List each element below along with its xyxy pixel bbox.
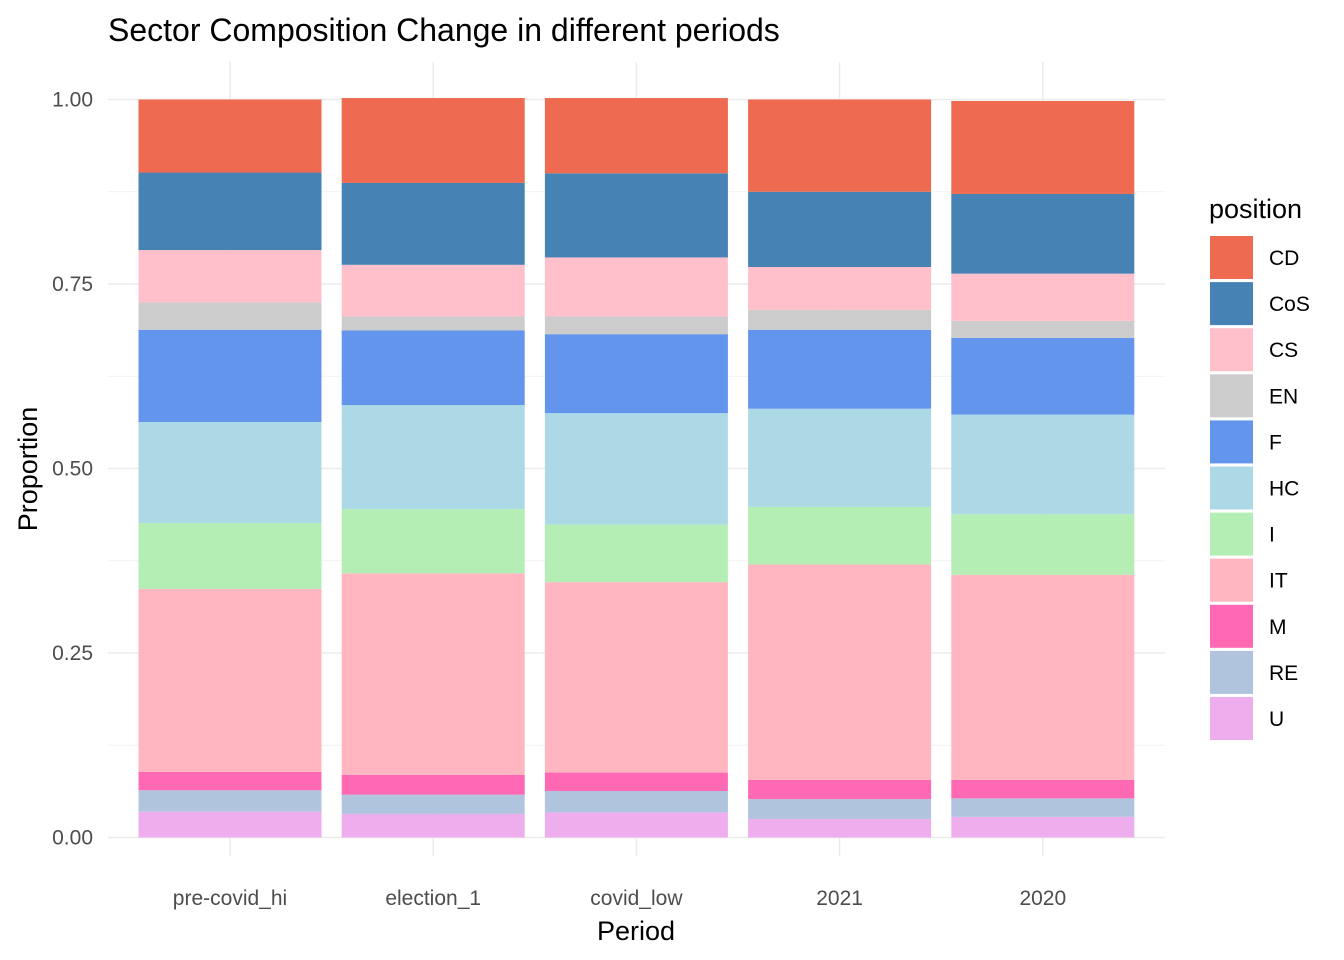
bar-segment-cs-1 [341, 264, 525, 317]
x-axis-title: Period [597, 916, 675, 946]
bar-segment-cd-3 [748, 99, 932, 192]
bar-segment-re-4 [951, 798, 1135, 817]
bar-segment-hc-0 [138, 422, 322, 524]
legend-key-i [1210, 512, 1253, 556]
legend-label-en: EN [1269, 385, 1298, 408]
x-tick-label: 2020 [1019, 887, 1066, 910]
legend-label-it: IT [1269, 570, 1288, 593]
y-tick-label: 0.75 [52, 273, 93, 296]
bar-segment-cd-2 [544, 98, 728, 174]
x-tick-label: 2021 [816, 887, 863, 910]
x-tick-label: covid_low [590, 887, 683, 910]
bar-segment-cd-0 [138, 99, 322, 173]
x-axis-ticks: pre-covid_hi election_1 covid_low 2021 2020 [173, 887, 1066, 910]
legend-key-f [1210, 420, 1253, 464]
bar-segment-m-1 [341, 774, 525, 795]
legend-key-hc [1210, 466, 1253, 510]
legend-key-cd [1210, 236, 1253, 279]
bar-segment-hc-2 [544, 413, 728, 525]
y-axis-title: Proportion [13, 407, 43, 532]
bar-segment-en-4 [951, 320, 1135, 338]
y-tick-label: 0.25 [52, 642, 93, 665]
bar-segment-f-1 [341, 330, 525, 406]
bar-segment-m-4 [951, 779, 1135, 799]
bar-segment-it-0 [138, 588, 322, 772]
legend-label-cd: CD [1269, 247, 1299, 270]
bar-segment-cos-1 [341, 182, 525, 265]
legend-key-cs [1210, 328, 1253, 372]
bar-segment-f-4 [951, 337, 1135, 415]
bar-segment-it-2 [544, 582, 728, 773]
legend-key-en [1210, 374, 1253, 418]
y-tick-label: 0.00 [52, 827, 93, 850]
legend-key-u [1210, 697, 1253, 740]
bar-segment-cos-2 [544, 173, 728, 258]
bar-segment-cs-0 [138, 250, 322, 303]
bar-segment-f-0 [138, 329, 322, 423]
bar-segment-en-3 [748, 309, 932, 330]
legend-label-i: I [1269, 524, 1275, 547]
legend-key-re [1210, 650, 1253, 694]
bar-segment-it-1 [341, 573, 525, 775]
bar-segment-re-3 [748, 799, 932, 820]
bar-segment-i-1 [341, 509, 525, 574]
bar-segment-u-4 [951, 816, 1135, 838]
bar-segment-cd-1 [341, 98, 525, 183]
bar-segment-re-0 [138, 790, 322, 812]
chart-title: Sector Composition Change in different p… [108, 12, 780, 48]
legend-label-m: M [1269, 616, 1287, 639]
bar-segment-hc-3 [748, 408, 932, 507]
legend-label-cs: CS [1269, 339, 1298, 362]
bar-segment-u-0 [138, 811, 322, 838]
bar-segment-cs-3 [748, 267, 932, 310]
bar-segment-cs-2 [544, 257, 728, 317]
legend-label-cos: CoS [1269, 293, 1310, 316]
legend-label-hc: HC [1269, 478, 1299, 501]
legend-key-cos [1210, 282, 1253, 326]
bar-segment-i-3 [748, 506, 932, 565]
bar-segment-hc-1 [341, 405, 525, 510]
x-tick-label: pre-covid_hi [173, 887, 287, 910]
legend-label-u: U [1269, 708, 1284, 731]
bar-segment-hc-4 [951, 414, 1135, 515]
bar-segment-cos-3 [748, 191, 932, 268]
legend-key-m [1210, 604, 1253, 648]
bar-segment-f-2 [544, 334, 728, 414]
bar-segment-re-1 [341, 794, 525, 814]
legend-key-it [1210, 558, 1253, 602]
y-axis-ticks: 0.00 0.25 0.50 0.75 1.00 [52, 89, 93, 850]
bar-segment-i-2 [544, 524, 728, 583]
y-tick-label: 0.50 [52, 458, 93, 481]
bar-segment-m-2 [544, 772, 728, 792]
bar-segment-m-3 [748, 779, 932, 800]
bar-segment-it-4 [951, 574, 1135, 780]
bars [138, 98, 1135, 838]
bar-segment-re-2 [544, 791, 728, 813]
legend: position CD CoS CS EN F HC I IT M RE U [1209, 194, 1310, 740]
y-tick-label: 1.00 [52, 89, 93, 112]
bar-segment-u-1 [341, 813, 525, 838]
bar-segment-it-3 [748, 564, 932, 780]
legend-label-re: RE [1269, 662, 1298, 685]
legend-label-f: F [1269, 431, 1282, 454]
bar-segment-f-3 [748, 329, 932, 409]
bar-segment-cos-4 [951, 193, 1135, 274]
bar-segment-cs-4 [951, 273, 1135, 321]
bar-segment-u-3 [748, 819, 932, 838]
x-tick-label: election_1 [385, 887, 481, 910]
legend-title: position [1209, 194, 1302, 224]
bar-segment-u-2 [544, 812, 728, 838]
bar-segment-m-0 [138, 771, 322, 791]
bar-segment-cos-0 [138, 172, 322, 251]
bar-segment-cd-4 [951, 100, 1135, 194]
bar-segment-en-2 [544, 316, 728, 335]
bar-segment-en-1 [341, 316, 525, 331]
bar-segment-i-0 [138, 523, 322, 589]
bar-segment-en-0 [138, 302, 322, 330]
bar-segment-i-4 [951, 514, 1135, 575]
